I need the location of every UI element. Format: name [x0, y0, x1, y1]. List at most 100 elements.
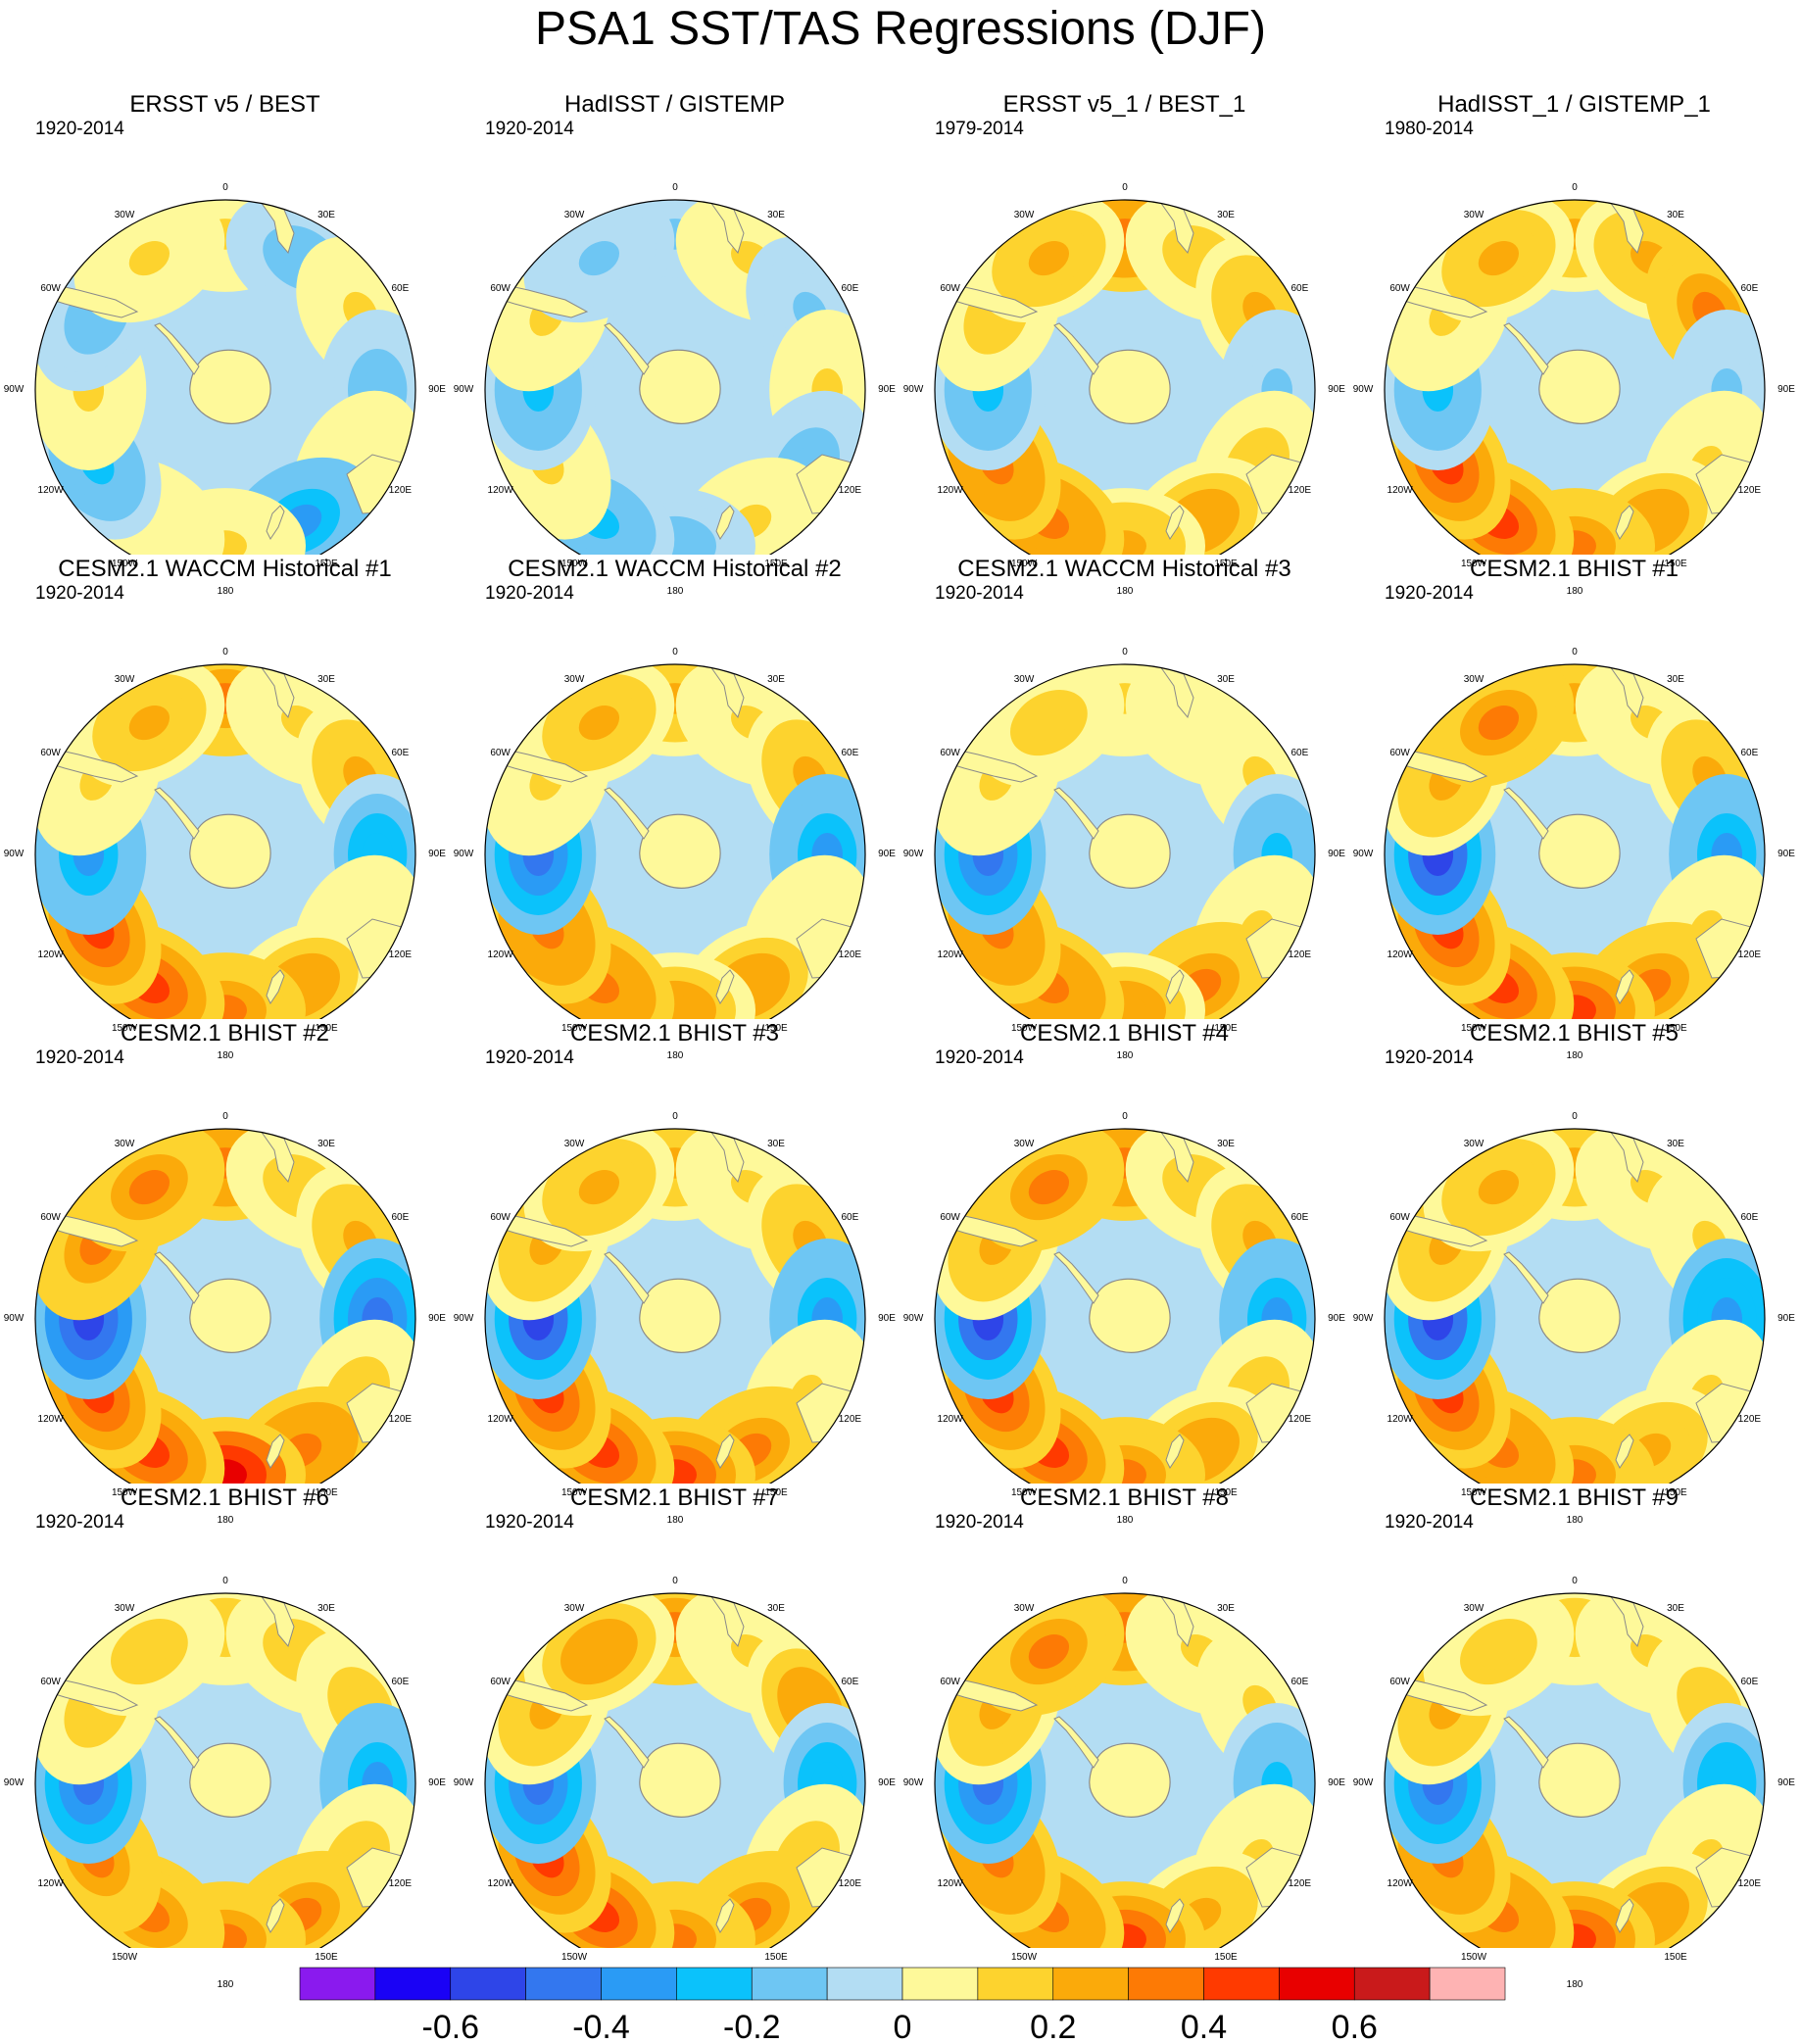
map-panel: 030E60E90E120E150E180150W120W90W60W30WCE… — [450, 1484, 900, 1990]
colorbar-swatch — [374, 1967, 452, 2001]
panel-period: 1980-2014 — [1385, 119, 1474, 139]
panel-period: 1920-2014 — [935, 1512, 1024, 1533]
colorbar-tick-label: 0.6 — [1332, 2009, 1378, 2044]
new-zealand-landmass — [1615, 505, 1634, 540]
panel-title: CESM2.1 BHIST #2 — [121, 1020, 329, 1046]
map-boundary — [934, 1592, 1316, 1948]
polar-map — [34, 1128, 416, 1484]
regression-field — [935, 1593, 1315, 1948]
panel-title: CESM2.1 WACCM Historical #1 — [58, 556, 392, 582]
colorbar-swatch — [751, 1967, 828, 2001]
map-panel: 0 30E 60E 90E 120E 150E 180 150W 120W 90W 60W 30W ER… — [900, 90, 1349, 597]
polar-map — [934, 663, 1316, 1019]
antarctic-peninsula — [1053, 1251, 1099, 1304]
regression-field — [35, 1129, 415, 1484]
anomaly-contour — [578, 1170, 620, 1205]
colorbar-swatch — [1429, 1967, 1506, 2001]
antarctic-peninsula — [1053, 787, 1099, 840]
antarctic-peninsula — [1503, 1716, 1549, 1769]
new-zealand-landmass — [1165, 969, 1185, 1004]
panel-title: CESM2.1 WACCM Historical #2 — [508, 556, 842, 582]
colorbar-swatch — [977, 1967, 1054, 2001]
polar-map — [34, 663, 416, 1019]
polar-map — [484, 663, 866, 1019]
anomaly-contour — [1478, 241, 1520, 276]
antarctica-landmass — [189, 1278, 271, 1353]
panel-period: 1920-2014 — [1385, 583, 1474, 604]
panel-title: CESM2.1 BHIST #1 — [1470, 556, 1679, 582]
colorbar-tick-label: -0.4 — [572, 2009, 630, 2044]
map-panel: 0 30E 60E 90E 120E 150E 180 150W 120W 90W 60W 30W ER… — [0, 90, 450, 597]
new-zealand-landmass — [1615, 969, 1634, 1004]
antarctic-peninsula — [604, 1716, 650, 1769]
regression-field — [935, 664, 1315, 1019]
panel-period: 1920-2014 — [1385, 1047, 1474, 1068]
map-boundary — [1384, 199, 1766, 555]
antarctica-landmass — [189, 1742, 271, 1818]
new-zealand-landmass — [1615, 1898, 1634, 1933]
polar-map — [484, 1128, 866, 1484]
panel-title: CESM2.1 BHIST #6 — [121, 1484, 329, 1511]
map-boundary — [484, 663, 866, 1019]
antarctica-landmass — [639, 1742, 721, 1818]
panel-title: CESM2.1 BHIST #9 — [1470, 1484, 1679, 1511]
antarctica-landmass — [1538, 349, 1621, 424]
panel-period: 1920-2014 — [35, 119, 124, 139]
antarctic-peninsula — [604, 787, 650, 840]
panel-title: ERSST v5 / BEST — [129, 91, 320, 118]
antarctica-landmass — [1538, 1742, 1621, 1818]
antarctic-peninsula — [1503, 787, 1549, 840]
anomaly-contour — [128, 706, 170, 741]
panel-title: CESM2.1 BHIST #8 — [1020, 1484, 1229, 1511]
antarctic-peninsula — [1053, 322, 1099, 375]
panel-title: CESM2.1 BHIST #7 — [570, 1484, 779, 1511]
new-zealand-landmass — [1165, 1898, 1185, 1933]
antarctic-peninsula — [604, 322, 650, 375]
map-boundary — [1384, 1128, 1766, 1484]
map-boundary — [934, 1128, 1316, 1484]
regression-field — [1385, 1129, 1765, 1484]
panel-title: HadISST / GISTEMP — [564, 91, 785, 118]
figure-title: PSA1 SST/TAS Regressions (DJF) — [535, 3, 1266, 55]
colorbar-tick-label: 0.2 — [1030, 2009, 1076, 2044]
colorbar-swatch — [601, 1967, 677, 2001]
anomaly-contour — [578, 706, 620, 741]
new-zealand-landmass — [1615, 1434, 1634, 1469]
map-boundary — [34, 1592, 416, 1948]
new-zealand-landmass — [715, 969, 735, 1004]
map-boundary — [34, 1128, 416, 1484]
panel-period: 1979-2014 — [935, 119, 1024, 139]
colorbar-tick-label: 0.4 — [1181, 2009, 1227, 2044]
colorbar-tick-label: -0.2 — [723, 2009, 781, 2044]
antarctica-landmass — [189, 349, 271, 424]
antarctic-peninsula — [1503, 1251, 1549, 1304]
map-boundary — [1384, 663, 1766, 1019]
antarctica-landmass — [1089, 349, 1171, 424]
panel-period: 1920-2014 — [485, 583, 574, 604]
new-zealand-landmass — [715, 505, 735, 540]
colorbar-swatch — [826, 1967, 903, 2001]
polar-map — [34, 199, 416, 555]
polar-map — [484, 199, 866, 555]
panel-title: HadISST_1 / GISTEMP_1 — [1437, 91, 1711, 118]
polar-map — [934, 1128, 1316, 1484]
regression-field — [485, 1129, 865, 1484]
anomaly-contour — [128, 1170, 170, 1205]
anomaly-contour — [1478, 1170, 1520, 1205]
map-panel: 030E60E90E120E150E180150W120W90W60W30WCE… — [900, 1484, 1349, 1990]
anomaly-contour — [578, 241, 620, 276]
new-zealand-landmass — [266, 1898, 285, 1933]
new-zealand-landmass — [715, 1434, 735, 1469]
panel-period: 1920-2014 — [935, 583, 1024, 604]
colorbar-swatch — [1353, 1967, 1431, 2001]
anomaly-contour — [1028, 241, 1070, 276]
antarctic-peninsula — [604, 1251, 650, 1304]
panel-period: 1920-2014 — [35, 1512, 124, 1533]
anomaly-contour — [128, 241, 170, 276]
